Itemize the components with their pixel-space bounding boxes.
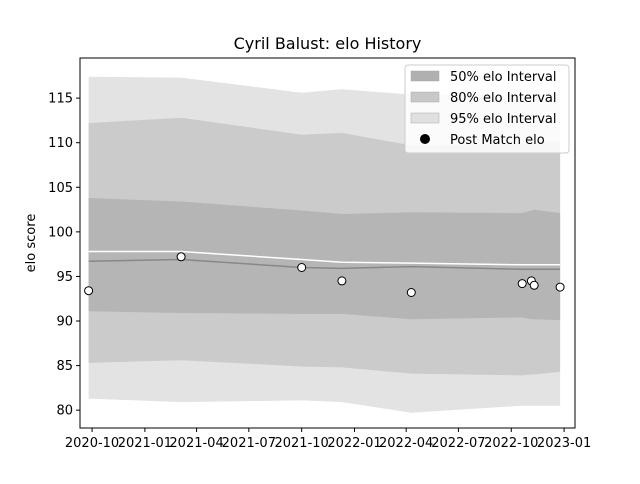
legend-box — [404, 64, 570, 154]
x-tick-label: 2022-01 — [327, 436, 381, 451]
legend-label: Post Match elo — [450, 133, 545, 148]
chart-title: Cyril Balust: elo History — [234, 34, 422, 53]
y-tick-label: 115 — [48, 92, 73, 107]
y-tick-label: 110 — [48, 136, 73, 151]
post-match-points — [84, 252, 565, 297]
y-tick-label: 95 — [56, 270, 73, 285]
post-match-point — [517, 279, 527, 289]
series-line-1 — [88, 250, 561, 266]
y-tick-label: 80 — [56, 404, 73, 419]
x-tick-label: 2021-10 — [274, 436, 328, 451]
x-tick-label: 2021-04 — [169, 436, 223, 451]
x-tick-label: 2021-01 — [118, 436, 172, 451]
band-3 — [88, 198, 561, 321]
y-tick-label: 85 — [56, 359, 73, 374]
x-tick-label: 2022-10 — [484, 436, 538, 451]
y-tick-label: 100 — [48, 225, 73, 240]
y-axis: 80 85 90 95 100 105 110 115 — [48, 92, 80, 419]
legend-swatch — [410, 70, 440, 82]
series-line-2 — [88, 258, 561, 271]
x-tick-label: 2020-10 — [65, 436, 119, 451]
post-match-point — [529, 280, 539, 290]
legend-swatch — [410, 112, 440, 124]
trend-lines — [88, 250, 561, 271]
post-match-point — [176, 252, 186, 262]
x-axis: 2020-102021-012021-042021-072021-102022-… — [65, 428, 591, 451]
plot-frame — [79, 57, 576, 429]
legend: 50% elo Interval 80% elo Interval 95% elo … — [404, 64, 570, 154]
post-match-point — [337, 276, 347, 286]
legend-label: 95% elo Interval — [450, 112, 557, 127]
x-tick-label: 2023-01 — [537, 436, 591, 451]
y-tick-label: 105 — [48, 181, 73, 196]
post-match-point — [406, 288, 416, 297]
y-axis-label: elo score — [24, 214, 39, 273]
x-tick-label: 2022-07 — [431, 436, 485, 451]
legend-label: 50% elo Interval — [450, 70, 557, 85]
legend-label: 80% elo Interval — [450, 91, 557, 106]
post-match-point — [555, 282, 565, 292]
legend-marker — [420, 134, 430, 144]
x-tick-label: 2021-07 — [222, 436, 276, 451]
post-match-point — [84, 286, 94, 296]
y-tick-label: 90 — [56, 315, 73, 330]
post-match-point — [297, 263, 307, 272]
interval-bands — [88, 76, 561, 413]
legend-swatch — [410, 91, 440, 103]
x-tick-label: 2022-04 — [379, 436, 433, 451]
